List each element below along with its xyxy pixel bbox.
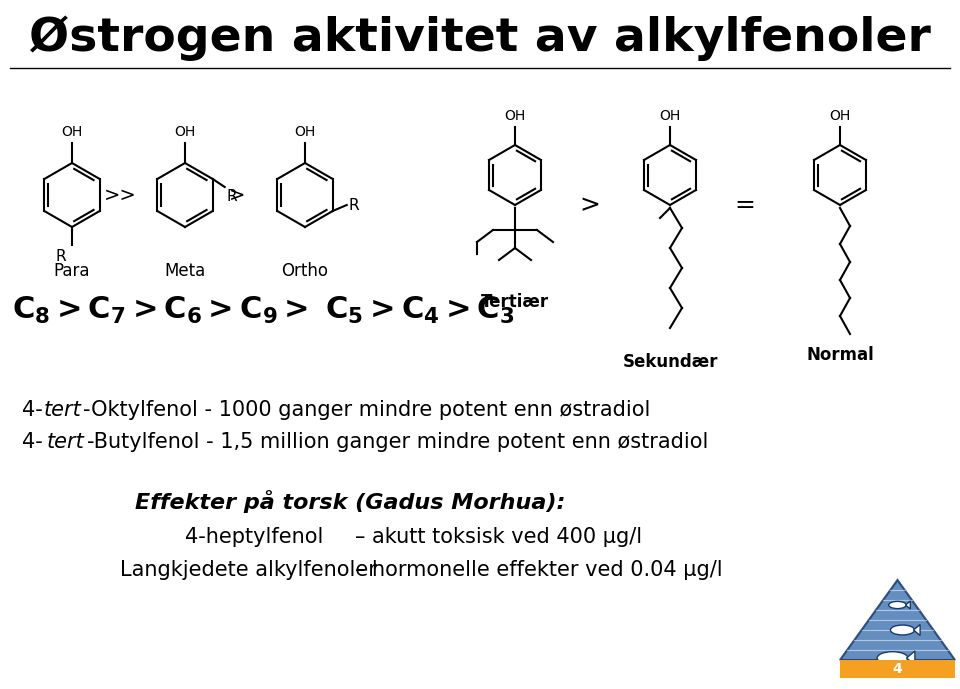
Text: 4-: 4-: [22, 432, 49, 452]
Text: Meta: Meta: [164, 262, 205, 280]
Text: OH: OH: [504, 109, 526, 123]
Text: tert: tert: [47, 432, 84, 452]
Text: R: R: [227, 189, 237, 204]
Text: R: R: [348, 198, 359, 212]
Text: Østrogen aktivitet av alkylfenoler: Østrogen aktivitet av alkylfenoler: [29, 15, 931, 61]
Text: >: >: [580, 193, 600, 217]
Text: >>: >>: [104, 185, 136, 205]
Polygon shape: [914, 624, 920, 635]
Text: >: >: [228, 185, 245, 205]
Text: 4-: 4-: [22, 400, 43, 420]
Text: Para: Para: [54, 262, 90, 280]
Text: Ortho: Ortho: [281, 262, 328, 280]
Text: OH: OH: [61, 125, 83, 139]
Text: Tertiær: Tertiær: [481, 293, 549, 311]
Text: 4-heptylfenol: 4-heptylfenol: [185, 527, 324, 547]
Text: OH: OH: [660, 109, 681, 123]
Text: Langkjedete alkylfenoler: Langkjedete alkylfenoler: [120, 560, 377, 580]
Text: Effekter på torsk (Gadus Morhua):: Effekter på torsk (Gadus Morhua):: [134, 490, 565, 513]
Text: OH: OH: [829, 109, 851, 123]
Polygon shape: [840, 580, 955, 660]
Text: Normal: Normal: [806, 346, 874, 364]
Text: tert: tert: [44, 400, 82, 420]
Text: OH: OH: [175, 125, 196, 139]
Text: -Butylfenol - 1,5 million ganger mindre potent enn østradiol: -Butylfenol - 1,5 million ganger mindre …: [87, 432, 708, 452]
Bar: [840, 660, 955, 678]
Text: – hormonelle effekter ved 0.04 μg/l: – hormonelle effekter ved 0.04 μg/l: [355, 560, 723, 580]
Polygon shape: [905, 601, 910, 609]
Text: – akutt toksisk ved 400 μg/l: – akutt toksisk ved 400 μg/l: [355, 527, 642, 547]
Text: Sekundær: Sekundær: [622, 353, 718, 371]
Text: $\mathbf{C_8 >C_7> C_6> C_9>\ C_5 >C_4> C_3}$: $\mathbf{C_8 >C_7> C_6> C_9>\ C_5 >C_4> …: [12, 294, 515, 325]
Text: 4: 4: [893, 662, 902, 676]
Text: =: =: [734, 193, 756, 217]
Ellipse shape: [891, 625, 915, 635]
Text: -Oktylfenol - 1000 ganger mindre potent enn østradiol: -Oktylfenol - 1000 ganger mindre potent …: [83, 400, 650, 420]
Ellipse shape: [877, 652, 908, 664]
Polygon shape: [906, 651, 915, 665]
Text: R: R: [56, 249, 66, 264]
Text: OH: OH: [295, 125, 316, 139]
Ellipse shape: [889, 601, 906, 608]
